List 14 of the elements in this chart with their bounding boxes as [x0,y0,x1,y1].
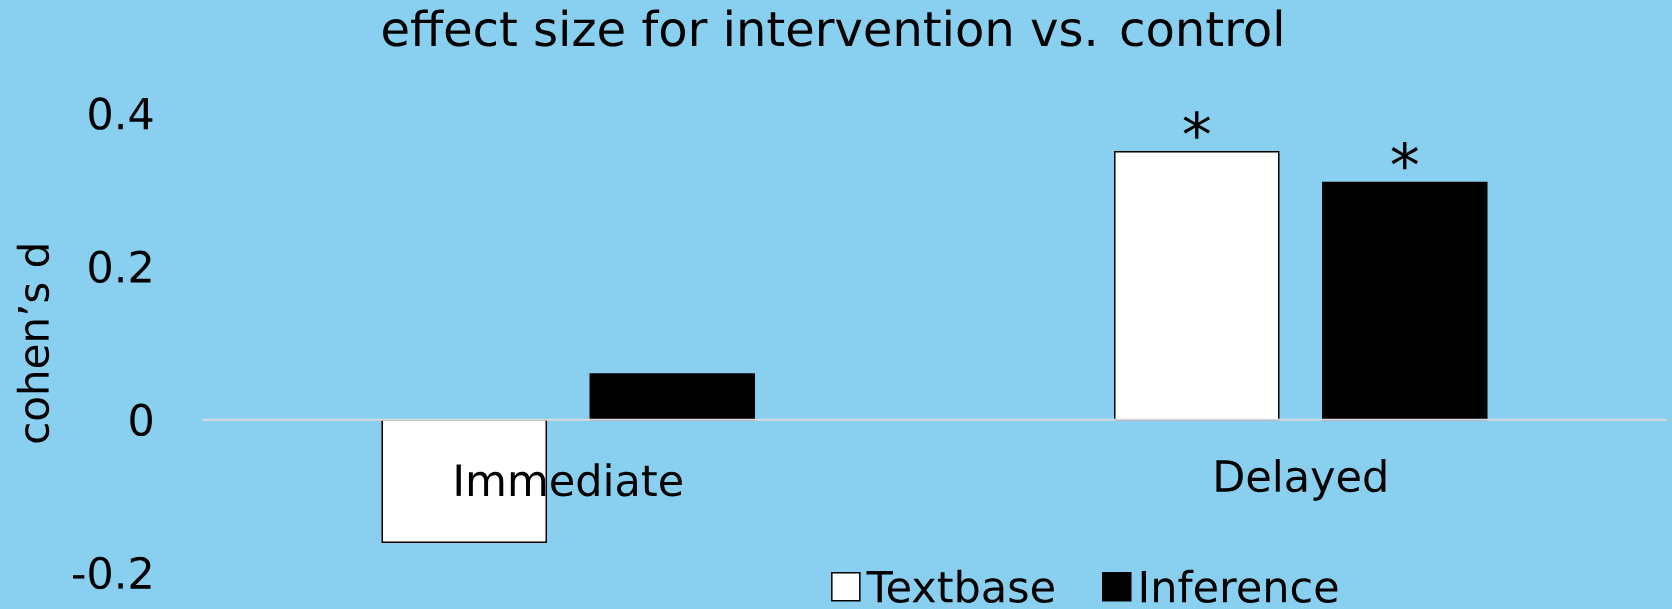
legend-label: Inference [1141,569,1338,603]
chart-title: effect size for intervention vs. control [383,9,1282,47]
y-axis-title: cohen’s d [16,245,50,443]
legend-label: Textbase [866,569,1054,603]
y-tick-label: 0.4 [89,97,153,130]
x-tick-label: Delayed [1216,459,1386,501]
annotation: * [1183,111,1210,139]
bar [589,373,756,421]
y-tick-label: 0.2 [89,250,151,283]
y-tick-label: -0.2 [73,556,151,590]
annotation: * [1391,141,1418,170]
y-tick-label: 0 [130,403,152,437]
bar [1322,181,1488,421]
bar [1114,151,1280,421]
